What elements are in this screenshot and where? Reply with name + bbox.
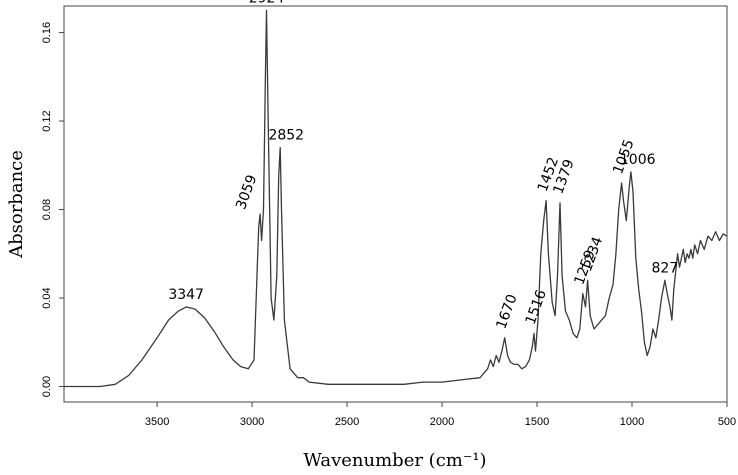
- y-tick-label: 0.12: [41, 110, 53, 131]
- x-axis-title: Wavenumber (cm⁻¹): [303, 450, 486, 471]
- x-tick-label: 1000: [620, 416, 644, 428]
- peak-label: 2924: [249, 0, 285, 6]
- peak-label: 1006: [620, 152, 656, 168]
- y-tick-label: 0.00: [41, 376, 53, 397]
- peak-label: 3347: [168, 287, 204, 303]
- plot-frame: [63, 5, 728, 403]
- peak-label: 3059: [233, 173, 260, 212]
- peak-label: 2852: [268, 128, 304, 144]
- y-axis-ticks: 0.00 0.04 0.08 0.12 0.16: [41, 22, 64, 397]
- x-tick-label: 500: [718, 416, 736, 428]
- y-tick-label: 0.16: [41, 22, 53, 43]
- x-tick-label: 1500: [525, 416, 549, 428]
- peak-label: 1670: [493, 292, 520, 331]
- y-tick-label: 0.04: [41, 287, 53, 308]
- spectrum-line: [64, 9, 728, 388]
- x-axis-ticks: 3500 3000 2500 2000 1500 1000 500: [145, 402, 736, 428]
- x-tick-label: 2000: [430, 416, 454, 428]
- y-axis-title: Absorbance: [6, 150, 27, 259]
- peak-label: 1234: [579, 235, 606, 274]
- x-tick-label: 3500: [145, 416, 169, 428]
- peak-label: 1516: [523, 288, 550, 327]
- x-tick-label: 3000: [240, 416, 264, 428]
- x-tick-label: 2500: [335, 416, 359, 428]
- peak-labels: 3347305929242852167015161452137912591234…: [168, 0, 678, 331]
- y-tick-label: 0.08: [41, 199, 53, 220]
- peak-label: 827: [652, 260, 679, 276]
